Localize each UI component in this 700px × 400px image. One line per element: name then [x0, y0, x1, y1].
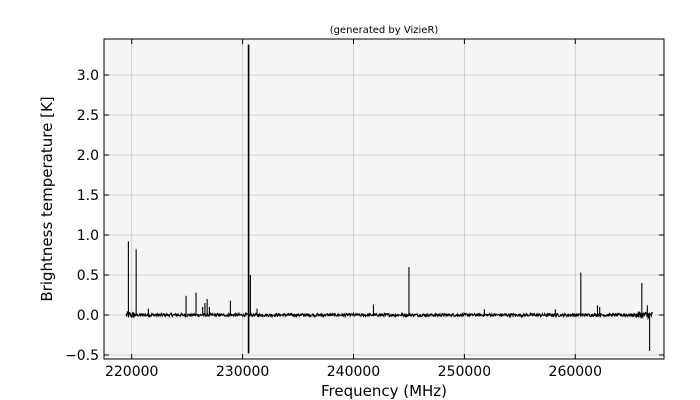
x-tick-label: 220000 [105, 364, 158, 380]
y-tick-label: 2.5 [77, 108, 99, 124]
y-axis-label: Brightness temperature [K] [38, 96, 56, 301]
x-tick-label: 240000 [327, 364, 380, 380]
y-tick-label: 0.0 [77, 308, 99, 324]
spectrum-series [125, 44, 653, 354]
plot-area [104, 39, 664, 359]
spectrum-baseline [125, 311, 653, 321]
x-tick-label: 230000 [216, 364, 269, 380]
y-tick-label: −0.5 [65, 348, 99, 364]
y-tick-label: 1.5 [77, 188, 99, 204]
chart-title: (generated by VizieR) [330, 25, 439, 36]
y-axis-ticks: −0.5 0.0 0.5 1.0 1.5 2.0 2.5 3.0 [65, 68, 664, 364]
y-tick-label: 2.0 [77, 148, 99, 164]
y-tick-label: 1.0 [77, 228, 99, 244]
plot-frame [103, 38, 665, 360]
x-axis-ticks: 220000 230000 240000 250000 260000 [105, 39, 602, 380]
x-tick-label: 260000 [549, 364, 602, 380]
y-tick-label: 3.0 [77, 68, 99, 84]
x-tick-label: 250000 [438, 364, 491, 380]
x-axis-label: Frequency (MHz) [321, 382, 447, 400]
y-tick-label: 0.5 [77, 268, 99, 284]
